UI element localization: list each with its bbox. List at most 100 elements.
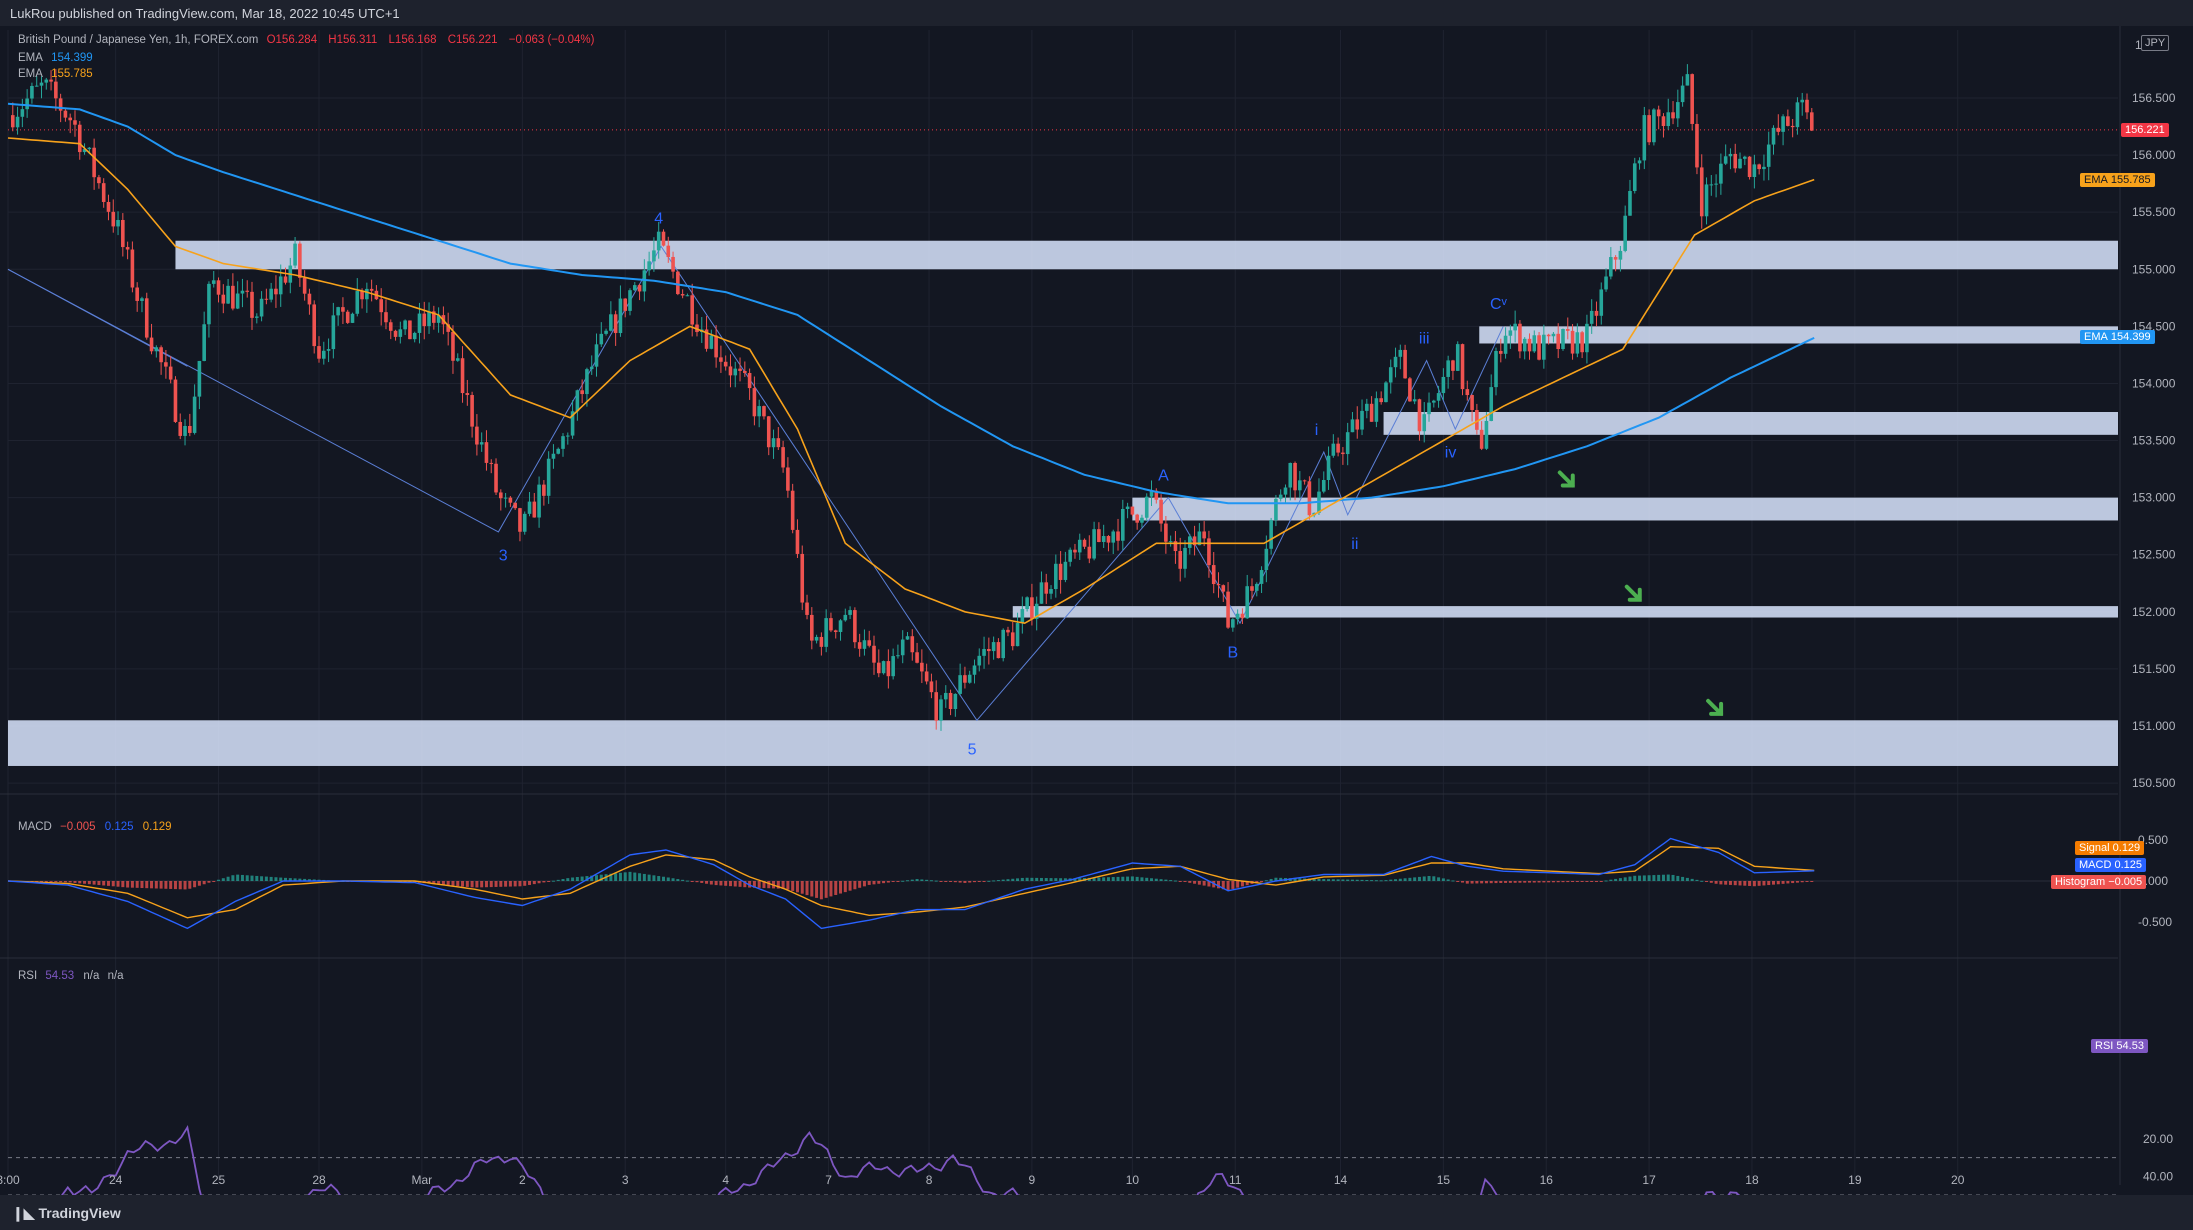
time-axis-label: 17 bbox=[1642, 1173, 1656, 1187]
histogram-tag-name: Histogram bbox=[2055, 876, 2106, 888]
down-arrow-icon bbox=[1557, 470, 1575, 488]
candle-body bbox=[853, 610, 857, 643]
macd-histogram-bar bbox=[1245, 881, 1249, 886]
macd-histogram-bar bbox=[843, 881, 847, 893]
candle-body bbox=[264, 298, 269, 300]
time-axis-label: 8 bbox=[926, 1173, 933, 1187]
candle-body bbox=[881, 661, 886, 674]
candle-body bbox=[963, 675, 967, 683]
candle-body bbox=[1408, 378, 1412, 402]
macd-histogram-bar bbox=[1700, 880, 1704, 882]
candle-body bbox=[1111, 531, 1116, 543]
macd-histogram-bar bbox=[1269, 878, 1273, 881]
candle-body bbox=[412, 332, 417, 340]
candle-body bbox=[1498, 350, 1503, 354]
macd-legend-macd: 0.125 bbox=[104, 821, 134, 833]
macd-histogram-bar bbox=[728, 881, 732, 887]
candle-body bbox=[1532, 335, 1537, 352]
macd-histogram-bar bbox=[111, 881, 115, 887]
macd-histogram-bar bbox=[298, 878, 302, 881]
candle-body bbox=[1805, 99, 1809, 113]
ema-fast-tag-value: 155.785 bbox=[2110, 174, 2151, 186]
macd-histogram-bar bbox=[504, 881, 508, 887]
candle-body bbox=[676, 271, 680, 295]
candle-body bbox=[1250, 586, 1254, 591]
candle-body bbox=[1054, 563, 1058, 590]
macd-histogram-bar bbox=[920, 879, 924, 881]
macd-histogram-bar bbox=[1513, 881, 1517, 883]
macd-histogram-bar bbox=[1647, 875, 1651, 881]
candle-body bbox=[422, 313, 427, 327]
candle-body bbox=[1790, 125, 1795, 128]
candle-body bbox=[331, 315, 336, 350]
macd-histogram-bar bbox=[59, 881, 63, 883]
candle-body bbox=[690, 295, 694, 325]
wave-label: iii bbox=[1419, 330, 1430, 347]
macd-histogram-bar bbox=[202, 881, 206, 885]
macd-legend-signal: 0.129 bbox=[142, 821, 172, 833]
ema-slow-tag: EMA 154.399 bbox=[2080, 330, 2155, 344]
macd-histogram-bar bbox=[614, 873, 618, 881]
candle-body bbox=[876, 662, 881, 674]
macd-histogram-bar bbox=[1772, 881, 1776, 885]
candle-body bbox=[1130, 506, 1135, 515]
candle-body bbox=[1446, 360, 1450, 377]
candle-body bbox=[1341, 452, 1345, 455]
macd-legend-hist: −0.005 bbox=[60, 821, 96, 833]
macd-histogram-bar bbox=[858, 881, 862, 888]
ema-slow-line bbox=[7, 102, 1815, 505]
candle-body bbox=[1403, 349, 1407, 379]
macd-histogram-bar bbox=[307, 879, 311, 881]
macd-histogram-bar bbox=[1661, 874, 1665, 881]
macd-histogram-bar bbox=[1657, 874, 1661, 881]
macd-histogram-bar bbox=[269, 876, 273, 881]
macd-histogram-bar bbox=[953, 881, 957, 883]
candle-body bbox=[1422, 414, 1427, 432]
wave-label: A bbox=[1158, 468, 1169, 485]
macd-histogram-bar bbox=[451, 881, 455, 886]
macd-histogram-bar bbox=[599, 874, 603, 881]
candle-body bbox=[1269, 520, 1273, 549]
macd-histogram-bar bbox=[867, 881, 871, 885]
macd-histogram-bar bbox=[1475, 881, 1479, 884]
macd-histogram-bar bbox=[1795, 881, 1799, 883]
macd-histogram-bar bbox=[1063, 878, 1067, 881]
candle-body bbox=[1412, 399, 1417, 402]
macd-histogram-bar bbox=[1757, 881, 1761, 886]
macd-histogram-bar bbox=[580, 876, 584, 881]
macd-histogram-bar bbox=[188, 881, 192, 889]
candle-body bbox=[1221, 585, 1226, 592]
macd-histogram-bar bbox=[786, 881, 790, 890]
candle-body bbox=[1274, 498, 1278, 521]
candle-body bbox=[1432, 400, 1436, 403]
macd-histogram-bar bbox=[738, 881, 742, 887]
time-axis-label: 28 bbox=[312, 1173, 326, 1187]
price-axis-label: 154.500 bbox=[2132, 319, 2176, 333]
macd-histogram-bar bbox=[1628, 876, 1632, 881]
time-axis-label: Mar bbox=[412, 1173, 433, 1187]
macd-histogram-bar bbox=[1461, 881, 1465, 883]
macd-histogram-bar bbox=[1394, 879, 1398, 881]
macd-histogram-bar bbox=[518, 881, 522, 887]
currency-selector[interactable]: JPY bbox=[2141, 35, 2170, 51]
candle-body bbox=[1365, 403, 1369, 411]
candle-body bbox=[427, 311, 431, 327]
price-axis-label: 155.000 bbox=[2132, 262, 2176, 276]
tradingview-brand[interactable]: ❙◣ TradingView bbox=[12, 1205, 121, 1222]
macd-histogram-bar bbox=[126, 881, 130, 888]
candle-body bbox=[1231, 619, 1235, 628]
candle-body bbox=[388, 322, 393, 331]
candle-body bbox=[1183, 547, 1187, 569]
macd-histogram-bar bbox=[1279, 877, 1283, 881]
time-axis-label: 7 bbox=[825, 1173, 832, 1187]
candle-body bbox=[111, 211, 116, 227]
macd-histogram-bar bbox=[1236, 881, 1240, 888]
macd-histogram-bar bbox=[1724, 881, 1728, 885]
candle-body bbox=[723, 361, 728, 367]
macd-histogram-bar bbox=[1786, 881, 1790, 884]
macd-histogram-bar bbox=[666, 877, 670, 881]
candle-body bbox=[618, 298, 623, 334]
chart-canvas[interactable]: 345ABiiiiiiivCᵛ150.500151.000151.500152.… bbox=[0, 26, 2193, 1195]
macd-tag-name: MACD bbox=[2079, 859, 2112, 871]
candle-body bbox=[1077, 539, 1082, 553]
